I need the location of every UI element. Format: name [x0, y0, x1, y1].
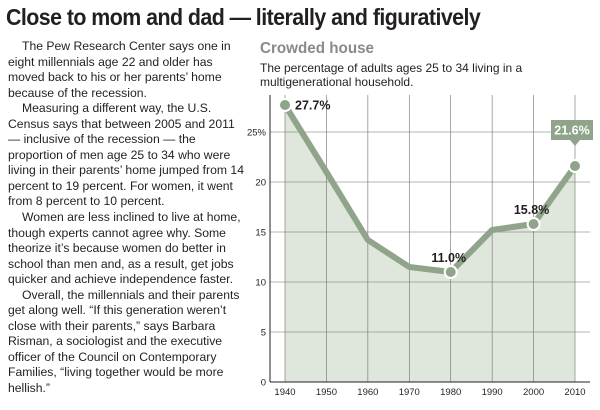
data-point [443, 265, 458, 279]
y-tick-label: 10 [255, 278, 266, 289]
y-tick-label: 20 [255, 178, 266, 189]
chart-title: Crowded house [260, 40, 375, 57]
story-paragraph: Overall, the millennials and their paren… [8, 287, 240, 396]
x-tick-label: 2000 [523, 387, 544, 398]
y-tick-label: 5 [261, 328, 266, 339]
highlight-box [551, 120, 593, 140]
x-tick-label: 1940 [274, 387, 295, 398]
data-label: 21.6% [554, 124, 589, 138]
x-tick-label: 1990 [482, 387, 503, 398]
story-paragraph: Women are less inclined to live at home,… [8, 210, 241, 287]
data-label: 11.0% [431, 251, 466, 265]
area-fill [285, 105, 575, 382]
data-label: 15.8% [514, 203, 549, 217]
story-paragraph: Measuring a different way, the U.S. Cens… [8, 101, 244, 209]
y-tick-label: 25% [247, 128, 267, 139]
data-label: 27.7% [295, 99, 330, 113]
story-paragraph: The Pew Research Center says one in eigh… [8, 39, 231, 100]
x-tick-label: 1970 [399, 387, 420, 398]
headline: Close to mom and dad — literally and fig… [6, 4, 481, 30]
x-tick-label: 1950 [316, 387, 337, 398]
data-point [568, 159, 582, 173]
highlight-pointer [570, 140, 580, 146]
x-tick-label: 1960 [357, 387, 378, 398]
y-tick-label: 0 [261, 378, 266, 389]
data-point [526, 217, 541, 231]
chart-subtitle: The percentage of adults ages 25 to 34 l… [260, 61, 523, 89]
data-point [278, 98, 292, 112]
x-tick-label: 2010 [564, 387, 585, 398]
story-text: The Pew Research Center says one in eigh… [8, 39, 248, 397]
x-tick-label: 1980 [440, 387, 461, 398]
y-tick-label: 15 [255, 228, 266, 239]
